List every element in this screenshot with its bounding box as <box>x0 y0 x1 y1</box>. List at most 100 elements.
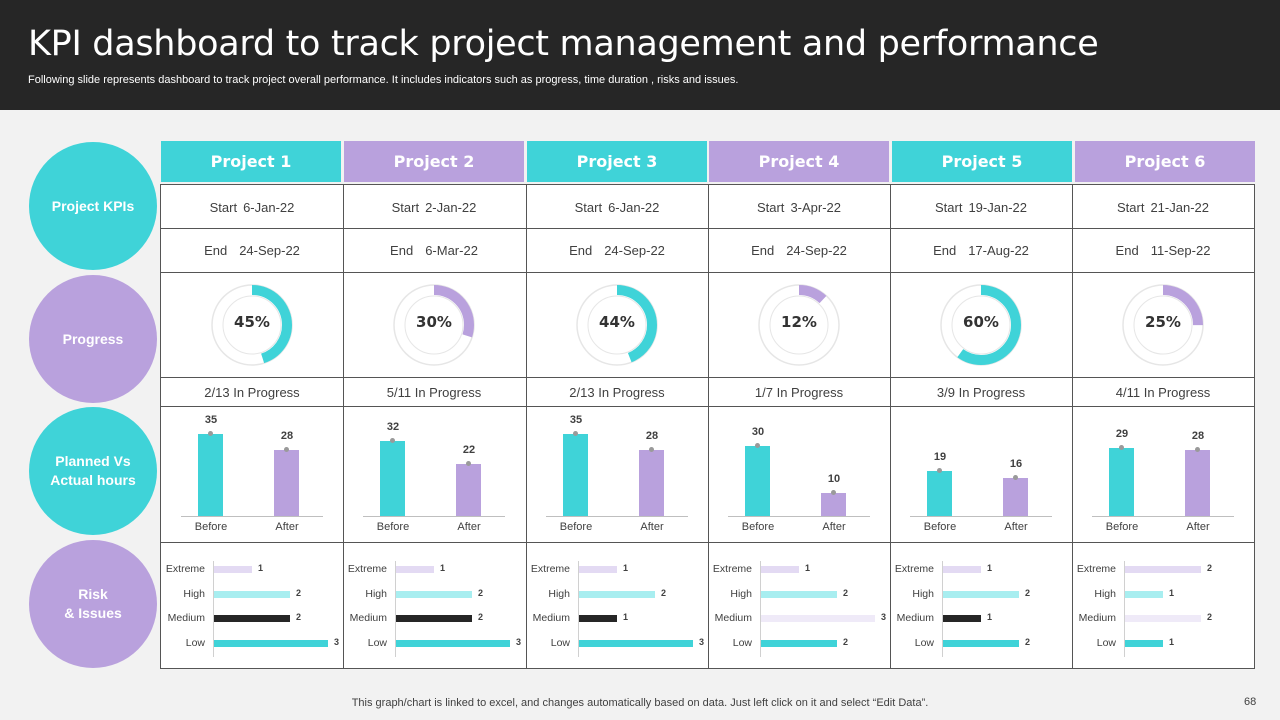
bar-axis <box>728 516 870 517</box>
risk-axis <box>942 561 943 657</box>
risk-level-label: Low <box>185 636 205 649</box>
risk-value: 2 <box>661 587 667 598</box>
risk-bar <box>761 566 799 573</box>
risk-value: 2 <box>296 587 302 598</box>
after-value: 28 <box>280 430 294 443</box>
risk-value: 1 <box>258 563 264 573</box>
before-value: 35 <box>204 413 218 426</box>
after-value: 28 <box>645 430 659 443</box>
hours-bar-chart: 35 Before 28 After <box>161 407 343 542</box>
progress-percent: 12% <box>781 313 817 331</box>
before-marker <box>573 430 578 436</box>
risk-axis <box>395 561 396 657</box>
risk-bar <box>396 639 510 647</box>
after-bar <box>274 450 299 516</box>
risk-bar <box>761 615 875 622</box>
end-label: End <box>204 243 228 258</box>
progress-donut: 60% <box>890 273 1072 377</box>
progress-status: 5/11 In Progress <box>386 385 482 400</box>
after-category: After <box>1004 521 1028 533</box>
donut-hole <box>769 295 829 355</box>
after-category: After <box>640 521 664 533</box>
kpi-grid: Start 6-Jan-22 End 24-Sep-22 45% 2/13 In Prog… <box>160 184 1255 669</box>
progress-percent: 45% <box>234 313 270 331</box>
donut-arc <box>941 285 1021 365</box>
end-date: End 11-Sep-22 <box>1072 243 1254 258</box>
risk-bar-chart: Extreme 2 High 1 Medium 2 Low 1 <box>1072 543 1254 669</box>
before-value: 29 <box>1115 427 1129 440</box>
after-marker <box>1013 475 1018 481</box>
row-label-progress: Progress <box>29 275 157 403</box>
risk-level-label: Extreme <box>347 563 387 575</box>
progress-donut: 12% <box>708 273 890 377</box>
before-category: Before <box>923 521 957 533</box>
bar-axis <box>363 516 505 517</box>
before-marker <box>937 468 942 474</box>
risk-axis <box>578 561 579 657</box>
donut-hole <box>222 295 282 355</box>
page-number: 68 <box>1244 696 1257 708</box>
donut-arc <box>394 285 474 365</box>
risk-bar <box>579 639 693 647</box>
progress-status: 3/9 In Progress <box>936 385 1026 400</box>
risk-level-label: Extreme <box>712 563 752 575</box>
project-header: Project 1 <box>161 141 341 182</box>
before-category: Before <box>741 521 775 533</box>
risk-axis <box>760 561 761 657</box>
bar-axis <box>546 516 688 517</box>
progress-percent: 25% <box>1145 313 1181 331</box>
after-value: 10 <box>827 472 841 485</box>
hours-bar-chart: 30 Before 10 After <box>708 407 890 542</box>
after-value: 28 <box>1191 430 1205 443</box>
before-category: Before <box>1105 521 1139 533</box>
risk-value: 1 <box>623 563 629 573</box>
risk-value: 2 <box>1025 636 1031 647</box>
before-category: Before <box>376 521 410 533</box>
donut-hole <box>951 295 1011 355</box>
risk-bar <box>579 590 655 598</box>
after-category: After <box>457 521 481 533</box>
before-bar <box>198 433 223 516</box>
risk-level-label: Low <box>367 636 387 649</box>
risk-value: 2 <box>1025 587 1031 598</box>
end-date: End 17-Aug-22 <box>890 243 1072 258</box>
progress-status: 2/13 In Progress <box>569 385 665 400</box>
risk-bar <box>214 615 290 622</box>
end-date: End 24-Sep-22 <box>161 243 343 258</box>
project-header: Project 6 <box>1075 141 1255 182</box>
hours-bar-chart: 32 Before 22 After <box>343 407 525 542</box>
risk-bar-chart: Extreme 1 High 2 Medium 1 Low 2 <box>890 543 1072 669</box>
after-marker <box>284 447 289 453</box>
start-date: Start 19-Jan-22 <box>890 200 1072 215</box>
risk-level-label: High <box>365 587 387 600</box>
end-value: 11-Sep-22 <box>1150 243 1211 258</box>
start-label: Start <box>574 200 603 215</box>
progress-status: 2/13 In Progress <box>204 385 300 400</box>
end-value: 24-Sep-22 <box>604 243 665 258</box>
progress-percent: 44% <box>599 313 635 331</box>
start-label: Start <box>391 200 420 215</box>
end-label: End <box>390 243 414 258</box>
risk-bar <box>1125 639 1163 647</box>
risk-level-label: High <box>183 587 205 600</box>
before-marker <box>390 437 395 443</box>
risk-bar <box>761 590 837 598</box>
risk-level-label: Extreme <box>1076 563 1116 575</box>
before-value: 19 <box>933 451 947 464</box>
before-value: 35 <box>569 413 583 426</box>
before-bar <box>1109 447 1134 516</box>
risk-level-label: High <box>912 587 934 600</box>
risk-level-label: Low <box>1096 636 1116 649</box>
start-date: Start 2-Jan-22 <box>343 200 525 215</box>
donut-arc <box>577 285 657 365</box>
hours-bar-chart: 19 Before 16 After <box>890 407 1072 542</box>
risk-bar-chart: Extreme 1 High 2 Medium 1 Low 3 <box>526 543 708 669</box>
end-date: End 6-Mar-22 <box>343 243 525 258</box>
risk-value: 1 <box>805 563 811 573</box>
progress-status: 4/11 In Progress <box>1115 385 1211 400</box>
end-label: End <box>569 243 593 258</box>
after-marker <box>1195 447 1200 453</box>
donut-svg <box>211 284 293 366</box>
before-value: 32 <box>386 420 400 433</box>
risk-value: 3 <box>699 636 705 647</box>
